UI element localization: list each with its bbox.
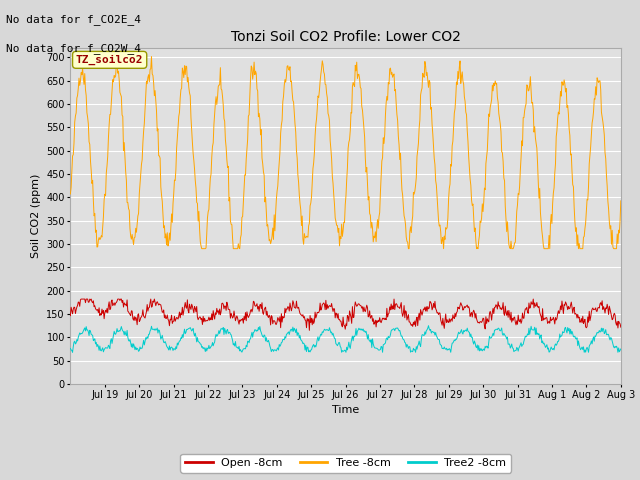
- Text: No data for f_CO2E_4: No data for f_CO2E_4: [6, 14, 141, 25]
- Legend: Open -8cm, Tree -8cm, Tree2 -8cm: Open -8cm, Tree -8cm, Tree2 -8cm: [180, 454, 511, 472]
- Text: TZ_soilco2: TZ_soilco2: [76, 55, 143, 65]
- X-axis label: Time: Time: [332, 405, 359, 415]
- Title: Tonzi Soil CO2 Profile: Lower CO2: Tonzi Soil CO2 Profile: Lower CO2: [230, 30, 461, 44]
- Text: No data for f_CO2W_4: No data for f_CO2W_4: [6, 43, 141, 54]
- Y-axis label: Soil CO2 (ppm): Soil CO2 (ppm): [31, 174, 41, 258]
